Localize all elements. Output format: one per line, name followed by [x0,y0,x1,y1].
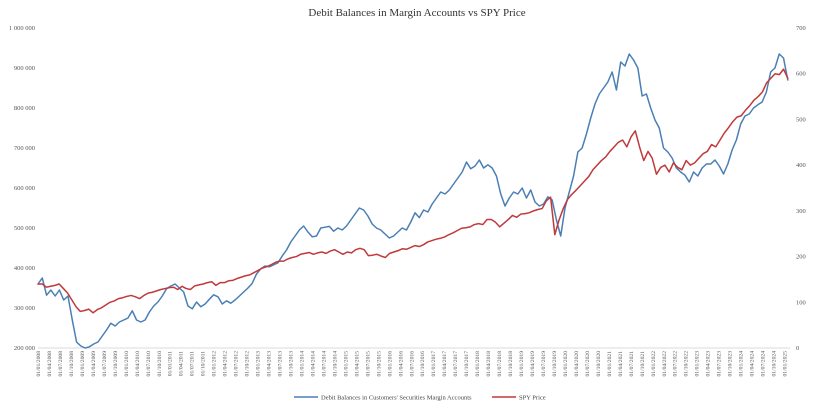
x-tick-label: 01/04/2018 [486,351,492,377]
y-right-tick-label: 400 [796,162,806,169]
x-tick-label: 01/04/2020 [574,351,580,377]
y-left-tick-label: 200 000 [14,345,35,352]
legend-label-margin-debit: Debit Balances in Customers' Securities … [321,395,472,402]
x-axis: 01/01/2008 01/04/2008 01/07/2008 01/10/2008… [36,347,790,377]
x-tick-label: 01/04/2011 [179,351,185,376]
x-tick-label: 01/01/2011 [168,351,174,376]
x-tick-label: 01/07/2015 [365,351,371,377]
x-tick-label: 01/10/2008 [69,351,75,377]
x-tick-label: 01/04/2010 [135,351,141,377]
x-tick-label: 01/01/2023 [695,351,701,377]
x-tick-label: 01/10/2014 [332,351,338,377]
x-tick-label: 01/10/2021 [640,351,646,377]
x-tick-label: 01/07/2019 [541,351,547,377]
x-tick-label: 01/01/2024 [739,351,745,377]
x-tick-label: 01/07/2023 [717,351,723,377]
x-tick-label: 01/04/2024 [750,351,756,377]
y-axis-right: 0 100 200 300 400 500 600 700 [796,25,806,352]
x-tick-label: 01/07/2022 [673,351,679,377]
y-left-tick-label: 1 000 000 [9,25,35,32]
x-tick-label: 01/07/2011 [190,351,196,376]
x-tick-label: 01/04/2021 [618,351,624,377]
x-tick-label: 01/01/2009 [80,351,86,377]
x-tick-label: 01/04/2013 [267,351,273,377]
x-tick-label: 01/04/2019 [530,351,536,377]
x-tick-label: 01/04/2008 [47,351,53,377]
x-tick-label: 01/10/2011 [201,351,207,376]
x-tick-label: 01/04/2009 [91,351,97,377]
x-tick-label: 01/07/2021 [629,351,635,377]
y-right-tick-label: 100 [796,299,806,306]
x-tick-label: 01/07/2016 [409,351,415,377]
x-tick-label: 01/10/2013 [288,351,294,377]
x-tick-label: 01/10/2017 [464,351,470,377]
x-tick-label: 01/01/2014 [299,351,305,377]
legend: Debit Balances in Customers' Securities … [294,395,546,402]
x-tick-label: 01/07/2010 [146,351,152,377]
chart-title: Debit Balances in Margin Accounts vs SPY… [308,7,525,19]
x-tick-label: 01/01/2012 [212,351,218,377]
x-tick-label: 01/10/2024 [772,351,778,377]
x-tick-label: 01/01/2013 [256,351,262,377]
y-right-tick-label: 700 [796,25,806,32]
x-tick-label: 01/10/2012 [245,351,251,377]
x-tick-label: 01/07/2012 [234,351,240,377]
y-left-tick-label: 500 000 [14,225,35,232]
x-tick-label: 01/04/2022 [662,351,668,377]
y-left-tick-label: 800 000 [14,105,35,112]
x-tick-label: 01/07/2017 [453,351,459,377]
x-tick-label: 01/10/2020 [596,351,602,377]
x-tick-label: 01/04/2016 [398,351,404,377]
y-right-tick-label: 0 [796,345,799,352]
x-tick-label: 01/07/2020 [585,351,591,377]
x-tick-label: 01/07/2013 [278,351,284,377]
x-tick-label: 01/10/2016 [420,351,426,377]
y-axis-left: 200 000 300 000 400 000 500 000 600 000 700 0… [9,25,35,352]
x-tick-label: 01/01/2016 [387,351,393,377]
x-tick-label: 01/04/2014 [310,351,316,377]
x-tick-label: 01/07/2009 [102,351,108,377]
x-tick-label: 01/01/2015 [343,351,349,377]
y-right-tick-label: 300 [796,208,806,215]
y-left-tick-label: 600 000 [14,185,35,192]
plot-area [37,53,789,349]
x-tick-label: 01/10/2018 [508,351,514,377]
x-tick-label: 01/01/2022 [651,351,657,377]
x-tick-label: 01/04/2017 [442,351,448,377]
legend-label-spy-price: SPY Price [519,395,546,402]
x-tick-label: 01/04/2015 [354,351,360,377]
x-tick-label: 01/01/2017 [431,351,437,377]
x-tick-label: 01/01/2010 [124,351,130,377]
x-tick-label: 01/07/2018 [497,351,503,377]
y-right-tick-label: 200 [796,254,806,261]
series-line-spy-price [37,68,789,314]
x-tick-label: 01/10/2015 [376,351,382,377]
y-left-tick-label: 400 000 [14,265,35,272]
x-tick-label: 01/01/2008 [36,351,42,377]
x-tick-label: 01/07/2014 [321,351,327,377]
y-left-tick-label: 900 000 [14,65,35,72]
x-tick-label: 01/10/2019 [552,351,558,377]
x-tick-label: 01/07/2008 [58,351,64,377]
x-tick-label: 01/04/2012 [223,351,229,377]
x-tick-label: 01/01/2018 [475,351,481,377]
x-tick-label: 01/01/2025 [783,351,789,377]
y-left-tick-label: 700 000 [14,145,35,152]
x-tick-label: 01/10/2010 [157,351,163,377]
x-tick-label: 01/01/2020 [563,351,569,377]
y-right-tick-label: 500 [796,116,806,123]
y-left-tick-label: 300 000 [14,305,35,312]
x-tick-label: 01/10/2022 [684,351,690,377]
y-right-tick-label: 600 [796,71,806,78]
x-tick-label: 01/07/2024 [761,351,767,377]
x-tick-label: 01/04/2023 [706,351,712,377]
series-line-margin-debit [37,53,789,349]
x-tick-label: 01/01/2019 [519,351,525,377]
x-tick-label: 01/01/2021 [607,351,613,377]
x-tick-label: 01/10/2009 [113,351,119,377]
x-tick-label: 01/10/2023 [728,351,734,377]
